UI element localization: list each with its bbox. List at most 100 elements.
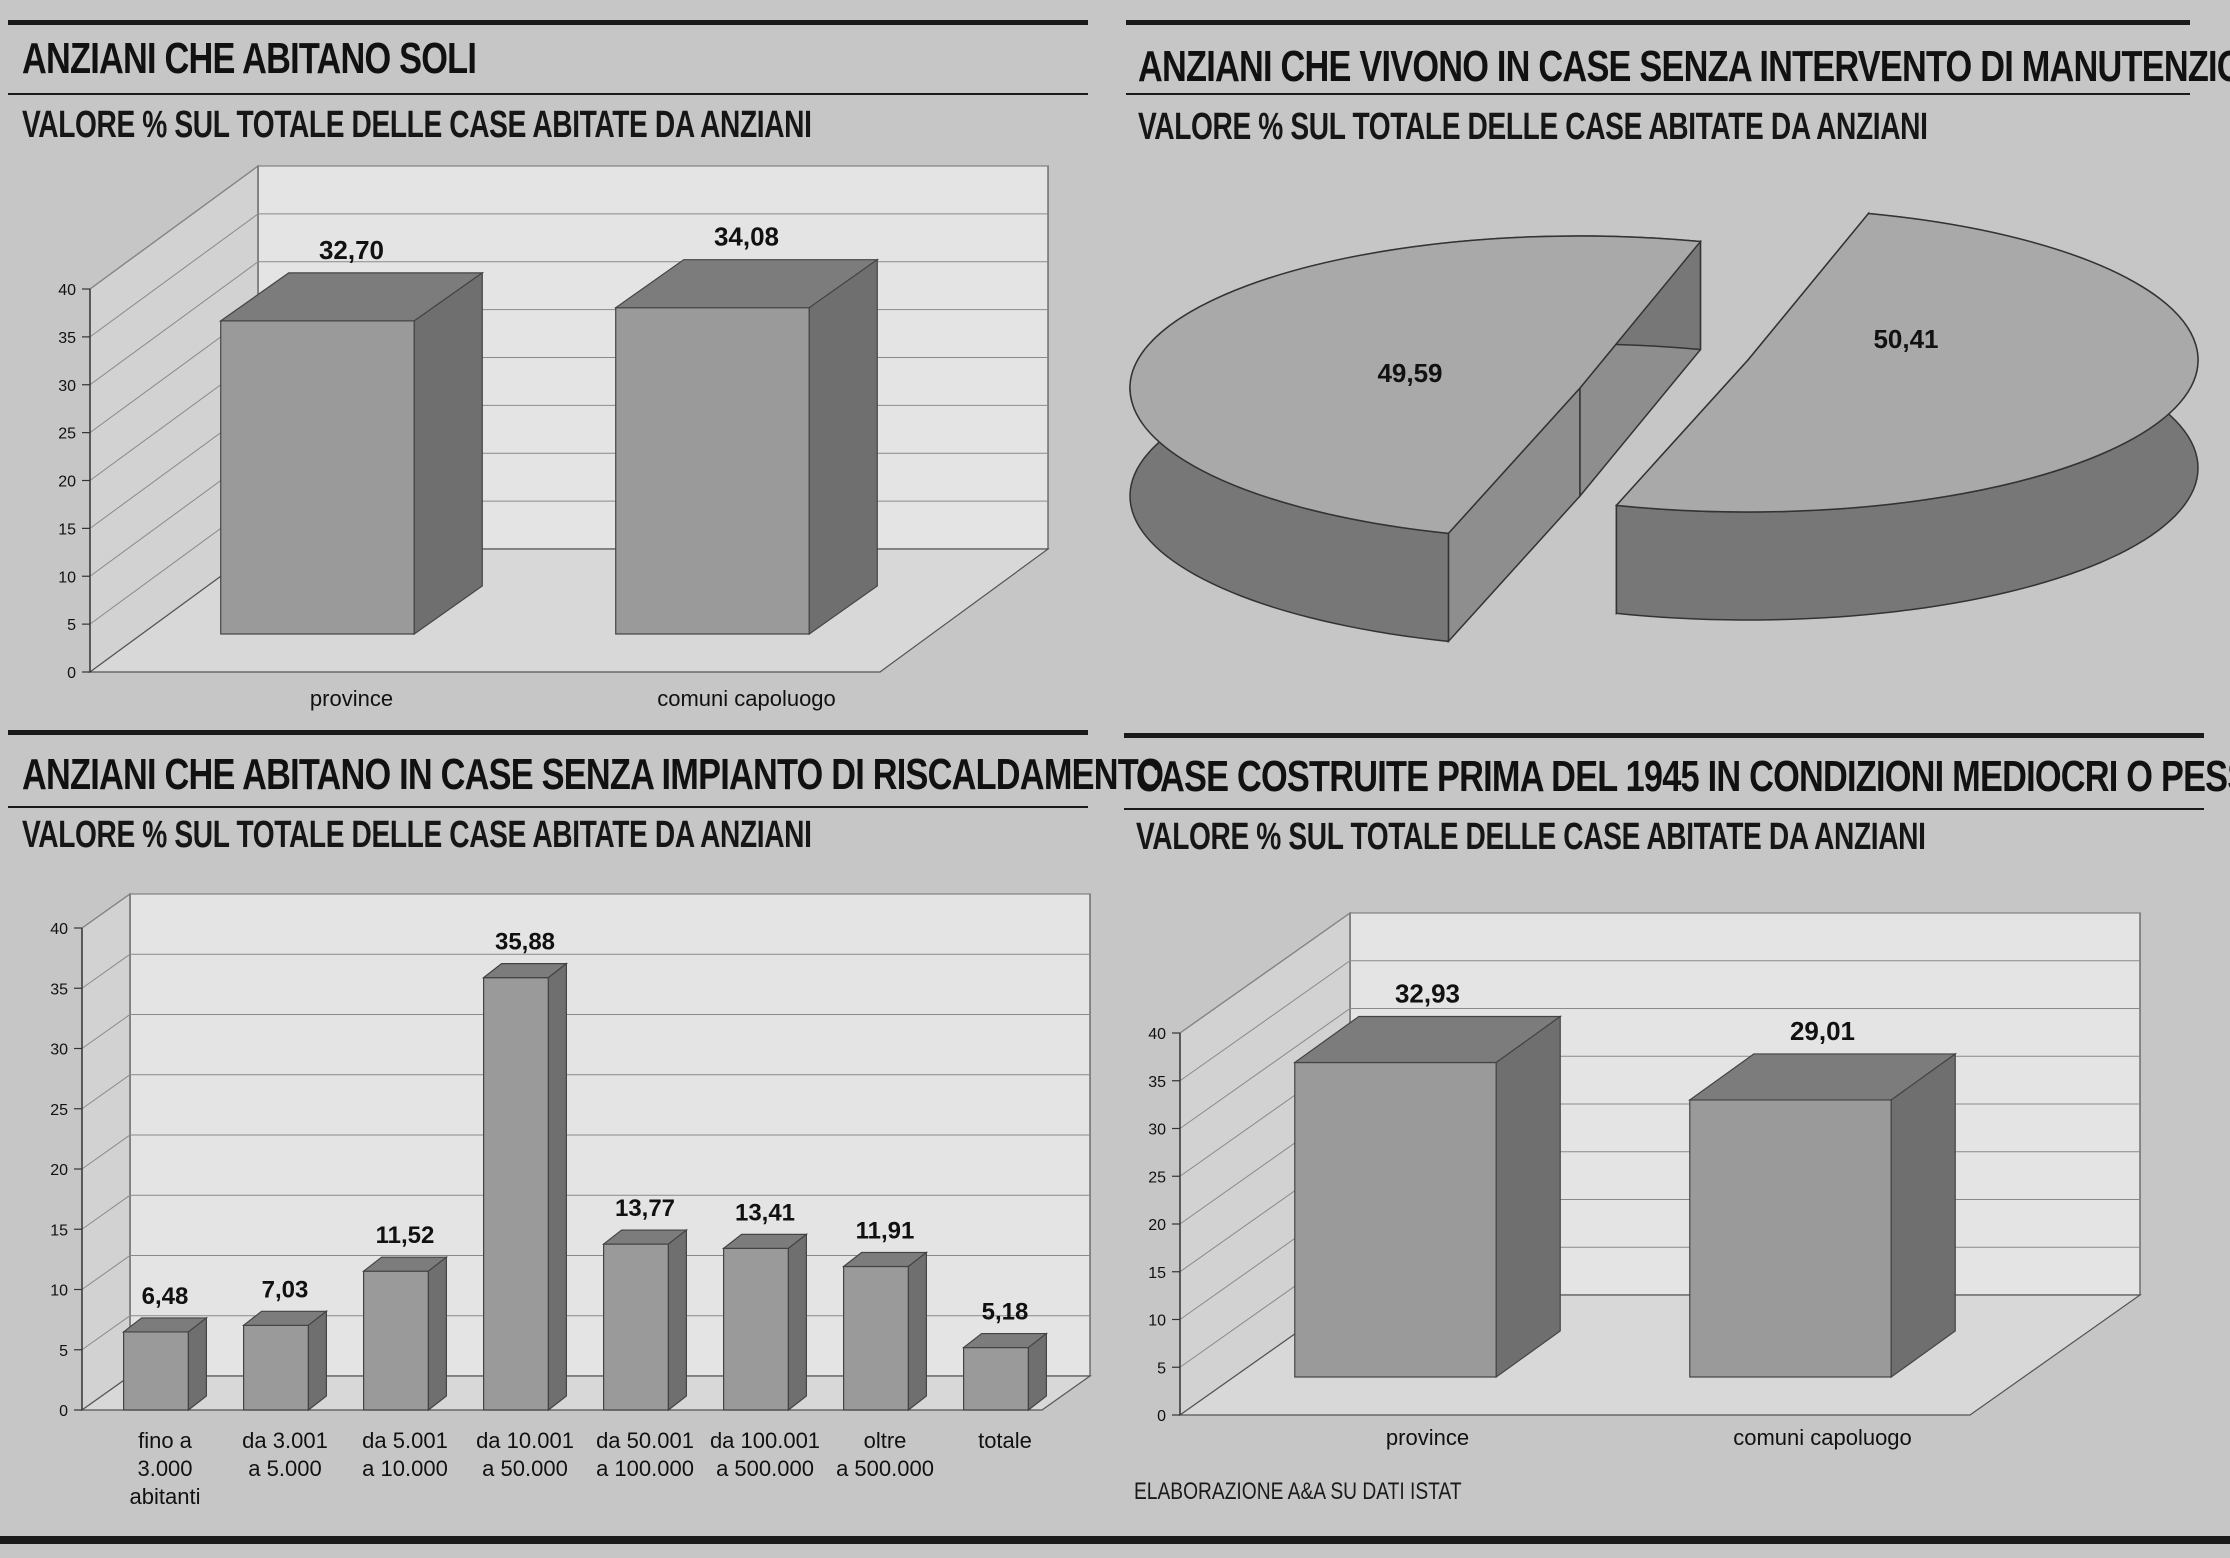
bar-front <box>1689 1099 1892 1378</box>
category-label: comuni capoluogo <box>657 686 836 711</box>
bar-5 <box>721 1233 809 1412</box>
pie-value-label: 49,59 <box>1377 358 1442 388</box>
y-tick-label: 35 <box>58 330 76 347</box>
y-tick-label: 15 <box>58 521 76 538</box>
pie-value-label: 50,41 <box>1873 324 1938 354</box>
bar-front <box>220 320 415 635</box>
value-label: 13,41 <box>735 1199 795 1226</box>
category-label: comuni capoluogo <box>1733 1425 1912 1450</box>
pie-top-face <box>1614 212 2199 513</box>
y-tick-label: 25 <box>50 1102 68 1119</box>
bar-side <box>1027 1332 1048 1412</box>
bar-side <box>1890 1052 1956 1379</box>
chart-3-plot: 0 5 10 15 20 25 30 35 40 6,48 fino a 3.000 abitanti 7… <box>50 892 1092 1509</box>
bar-front <box>602 1243 669 1411</box>
category-label: a 500.000 <box>716 1456 814 1481</box>
bar-0 <box>121 1316 209 1412</box>
bar-front <box>842 1265 909 1411</box>
bar-side <box>187 1316 207 1412</box>
bar-4 <box>601 1228 689 1412</box>
value-label: 32,70 <box>319 235 384 265</box>
bar-3 <box>481 962 569 1412</box>
bar-side <box>787 1233 808 1412</box>
bar-front <box>615 307 810 635</box>
bar-0 <box>1292 1015 1563 1379</box>
value-label: 13,77 <box>615 1195 675 1222</box>
bar-front <box>962 1346 1029 1411</box>
category-label: a 50.000 <box>482 1456 568 1481</box>
gridline <box>81 893 1090 929</box>
panel-rule <box>1124 808 2204 810</box>
gridline <box>1179 912 2140 1034</box>
y-tick-label: 5 <box>59 1343 68 1360</box>
y-tick-label: 15 <box>1148 1265 1166 1282</box>
gridline <box>81 1134 1090 1170</box>
bar-1 <box>1687 1052 1958 1379</box>
value-label: 6,48 <box>142 1283 189 1310</box>
chart-1-subtitle: VALORE % SUL TOTALE DELLE CASE ABITATE D… <box>22 104 812 146</box>
category-label: totale <box>978 1428 1032 1453</box>
category-label: province <box>310 686 393 711</box>
panel-rule <box>1126 20 2190 25</box>
y-tick-label: 20 <box>58 474 76 491</box>
chart-3-title: ANZIANI CHE ABITANO IN CASE SENZA IMPIAN… <box>22 750 1164 799</box>
y-tick-label: 0 <box>59 1403 68 1420</box>
gridline <box>81 1194 1090 1230</box>
y-tick-label: 30 <box>58 378 76 395</box>
value-label: 5,18 <box>982 1299 1029 1326</box>
panel-rule <box>0 1536 2230 1544</box>
y-tick-label: 25 <box>1148 1169 1166 1186</box>
source-note: ELABORAZIONE A&A SU DATI ISTAT <box>1134 1478 1462 1505</box>
bar-side <box>667 1228 688 1412</box>
bar-side <box>307 1310 327 1412</box>
panel-rule <box>8 730 1088 735</box>
y-tick-label: 15 <box>50 1222 68 1239</box>
y-tick-label: 30 <box>50 1042 68 1059</box>
category-label: a 500.000 <box>836 1456 934 1481</box>
y-tick-label: 30 <box>1148 1122 1166 1139</box>
bar-0 <box>218 271 485 636</box>
y-tick-label: 20 <box>1148 1217 1166 1234</box>
category-label: a 100.000 <box>596 1456 694 1481</box>
bar-front <box>363 1270 430 1411</box>
gridline <box>89 213 1048 338</box>
bar-1 <box>241 1310 329 1412</box>
y-tick-label: 20 <box>50 1162 68 1179</box>
chart-4-subtitle: VALORE % SUL TOTALE DELLE CASE ABITATE D… <box>1136 816 1926 858</box>
bar-1 <box>613 258 880 636</box>
panel-rule <box>8 20 1088 25</box>
value-label: 35,88 <box>495 929 555 956</box>
value-label: 11,91 <box>856 1217 915 1244</box>
chart-4-plot: 0 5 10 15 20 25 30 35 40 32,93 province 29,01 comuni… <box>1148 911 2142 1450</box>
bar-side <box>427 1255 447 1412</box>
chart-2-title: ANZIANI CHE VIVONO IN CASE SENZA INTERVE… <box>1138 42 2230 91</box>
value-label: 32,93 <box>1395 979 1460 1009</box>
category-label: 3.000 <box>137 1456 192 1481</box>
chart-4-title: CASE COSTRUITE PRIMA DEL 1945 IN CONDIZI… <box>1136 752 2230 801</box>
y-tick-label: 10 <box>1148 1313 1166 1330</box>
chart-1-plot: 0 5 10 15 20 25 30 35 40 32,70 province 34,08 comuni… <box>58 164 1050 711</box>
value-label: 29,01 <box>1790 1016 1855 1046</box>
value-label: 7,03 <box>262 1276 309 1303</box>
chart-2-plot: 49,59 50,41 <box>1129 211 2199 644</box>
gridline <box>81 1014 1090 1049</box>
bar-2 <box>361 1255 449 1412</box>
y-tick-label: 10 <box>50 1283 68 1300</box>
bar-front <box>483 977 550 1411</box>
chart-2-subtitle: VALORE % SUL TOTALE DELLE CASE ABITATE D… <box>1138 106 1928 148</box>
category-label: abitanti <box>130 1484 201 1509</box>
bar-front <box>722 1247 789 1411</box>
gridline <box>1179 1008 2140 1129</box>
y-tick-label: 0 <box>67 665 76 682</box>
bar-side <box>1495 1015 1561 1379</box>
bar-front <box>243 1324 310 1411</box>
bar-side <box>808 258 878 636</box>
panel-rule <box>1126 93 2190 95</box>
pie-slice-0 <box>1129 235 1702 644</box>
category-label: da 10.001 <box>476 1428 574 1453</box>
value-label: 11,52 <box>376 1222 435 1249</box>
y-tick-label: 25 <box>58 426 76 443</box>
y-tick-label: 35 <box>1148 1074 1166 1091</box>
bar-front <box>1294 1061 1497 1378</box>
